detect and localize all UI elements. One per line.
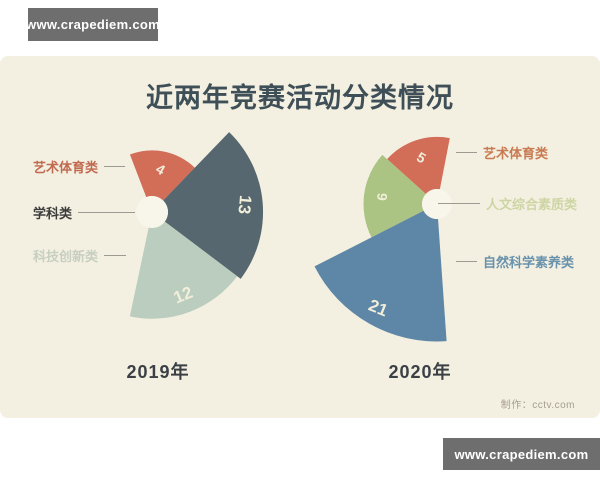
segment-value-label: 6 <box>374 192 391 201</box>
connector-line <box>78 211 136 213</box>
watermark-top-text: www.crapediem.com <box>26 17 160 32</box>
watermark-top: www.crapediem.com <box>26 8 160 41</box>
legend-right-item-natural-science: 自然科学素养类 <box>456 252 574 270</box>
rose-segment-2020年-1 <box>363 154 426 238</box>
donut-hole <box>136 196 168 228</box>
rose-segment-2019年-2 <box>129 221 238 319</box>
chart-title: 近两年竞赛活动分类情况 <box>146 83 454 113</box>
segment-value-label: 13 <box>234 194 255 215</box>
year-label-2019: 2019年 <box>126 362 190 382</box>
chart-card <box>0 56 600 418</box>
connector-line <box>456 260 477 262</box>
credit-text: 制作：cctv.com <box>500 400 575 411</box>
donut-hole <box>422 189 452 219</box>
rose-segment-2020年-0 <box>387 136 450 194</box>
rose-segment-2020年-2 <box>314 210 447 342</box>
legend-label: 科技创新类 <box>33 248 99 264</box>
legend-label: 艺术体育类 <box>483 145 549 161</box>
legend-label: 艺术体育类 <box>33 159 99 175</box>
rose-segment-2019年-0 <box>129 150 195 201</box>
legend-label: 学科类 <box>33 205 73 221</box>
watermark-bottom: www.crapediem.com <box>443 438 600 470</box>
legend-left-item-tech-innovation: 科技创新类 <box>33 246 127 264</box>
year-label-2020: 2020年 <box>388 362 452 382</box>
legend-right-item-arts-sports: 艺术体育类 <box>456 143 548 161</box>
connector-line <box>104 254 127 256</box>
connector-line <box>104 165 126 167</box>
legend-left-item-arts-sports: 艺术体育类 <box>33 157 126 175</box>
connector-line <box>438 202 480 204</box>
legend-left-item-academic: 学科类 <box>33 203 136 221</box>
legend-label: 人文综合素质类 <box>486 196 578 212</box>
connector-line <box>456 151 477 153</box>
watermark-bottom-text: www.crapediem.com <box>454 446 589 462</box>
legend-label: 自然科学素养类 <box>483 254 575 270</box>
legend-right-item-humanities: 人文综合素质类 <box>438 194 577 212</box>
rose-segment-2019年-1 <box>163 132 264 279</box>
